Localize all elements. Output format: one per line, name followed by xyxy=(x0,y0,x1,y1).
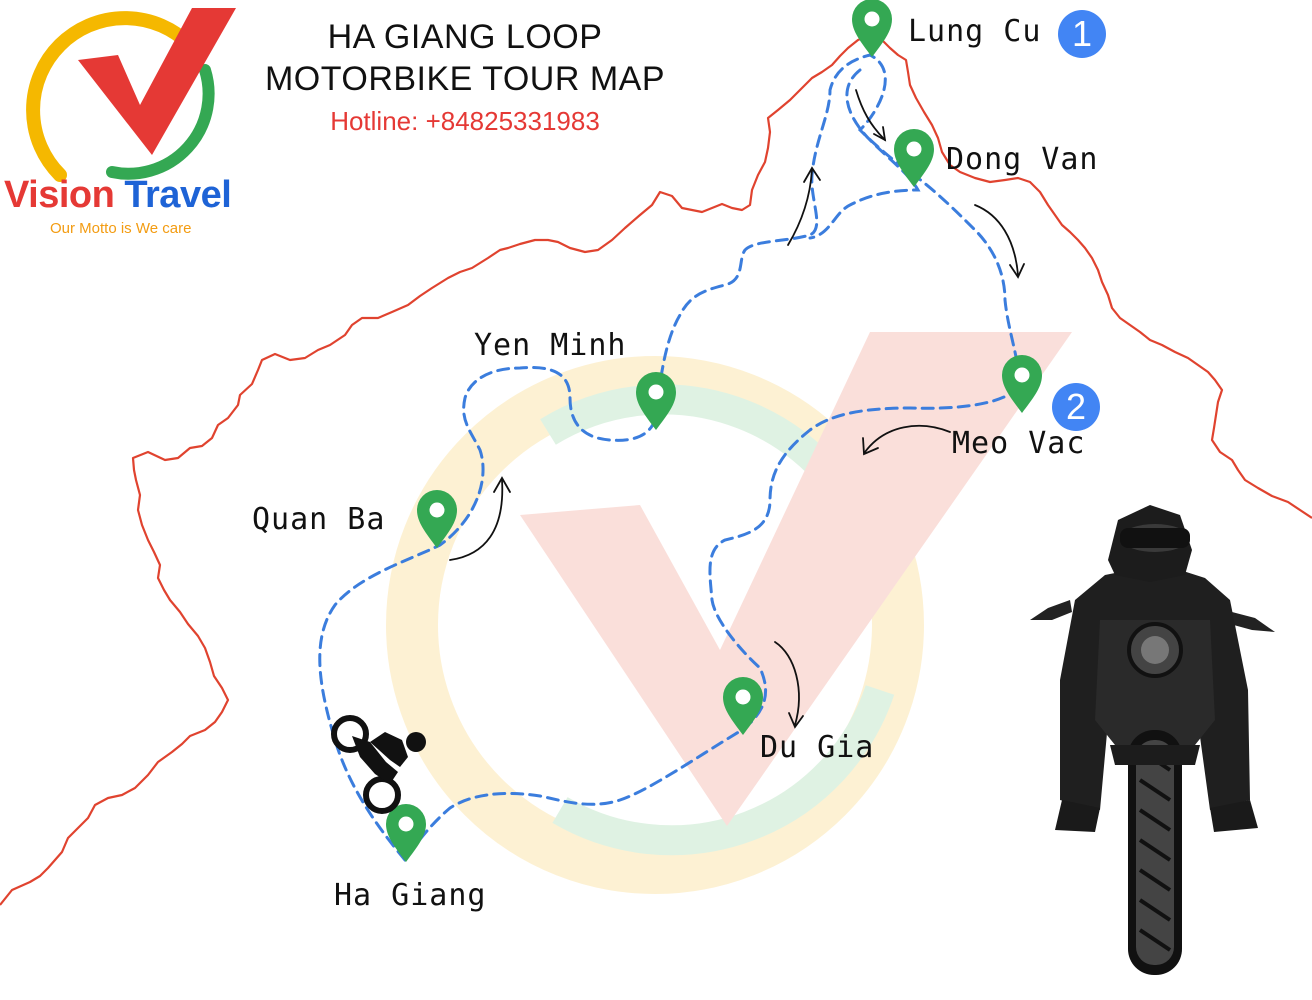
place-label-dong-van[interactable]: Dong Van xyxy=(946,142,1099,177)
brand-word-travel: Travel xyxy=(124,174,232,216)
small-motorbike-icon xyxy=(331,715,426,814)
motorbike-rider-icon xyxy=(1030,505,1275,975)
place-label-yen-minh[interactable]: Yen Minh xyxy=(474,328,627,363)
vision-travel-logo xyxy=(26,8,236,182)
place-label-quan-ba[interactable]: Quan Ba xyxy=(252,502,386,537)
place-label-du-gia[interactable]: Du Gia xyxy=(760,730,875,765)
location-pin-icon[interactable] xyxy=(894,129,934,187)
map-title-line1: HA GIANG LOOP xyxy=(327,18,603,56)
hotline-text[interactable]: Hotline: +84825331983 xyxy=(330,106,600,136)
location-pin-icon[interactable] xyxy=(852,0,892,57)
map-title-line2: MOTORBIKE TOUR MAP xyxy=(264,60,666,98)
brand-word-vision: Vision xyxy=(4,174,115,216)
location-pin-icon[interactable] xyxy=(636,372,676,430)
route-shortcut xyxy=(808,68,921,240)
place-label-lung-cu[interactable]: Lung Cu xyxy=(908,14,1042,49)
step-badge-1: 1 xyxy=(1058,10,1106,58)
place-label-meo-vac[interactable]: Meo Vac xyxy=(952,426,1086,461)
route-arrows xyxy=(449,89,1025,729)
province-border xyxy=(0,33,1312,906)
step-badge-2: 2 xyxy=(1052,383,1100,431)
brand-name: Vision Travel xyxy=(4,174,232,217)
watermark-logo xyxy=(386,332,1072,894)
place-label-ha-giang[interactable]: Ha Giang xyxy=(334,878,487,913)
brand-motto: Our Motto is We care xyxy=(50,220,192,237)
loop-route xyxy=(318,53,1022,862)
location-pin-icon[interactable] xyxy=(386,804,426,862)
